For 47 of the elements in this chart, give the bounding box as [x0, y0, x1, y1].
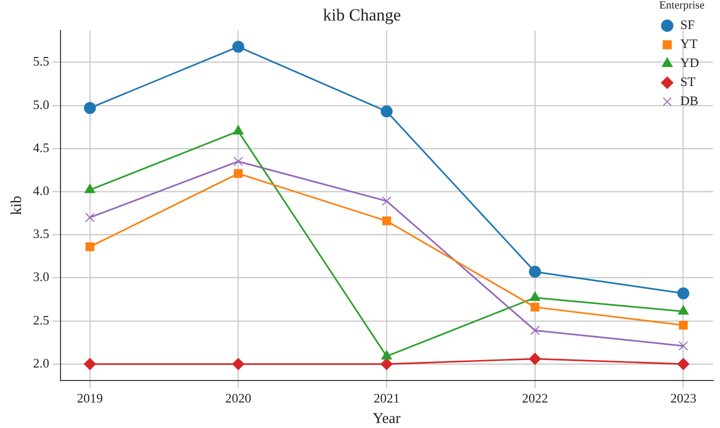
point: [380, 105, 393, 118]
point: [678, 320, 688, 330]
point: [232, 40, 244, 53]
legend-label: SF: [680, 17, 695, 32]
point: [530, 302, 540, 312]
point: [86, 242, 94, 252]
legend-title: Enterprise: [659, 0, 705, 12]
y-tick-label: 3.0: [33, 269, 50, 284]
y-tick-label: 3.5: [33, 226, 50, 242]
y-tick-label: 4.5: [33, 140, 50, 155]
point: [528, 352, 541, 365]
legend-label: YD: [680, 55, 700, 70]
legend-label: ST: [680, 74, 696, 90]
x-tick-label: 2019: [76, 390, 103, 406]
point: [84, 358, 96, 370]
point: [381, 350, 392, 360]
x-tick-label: 2022: [522, 390, 548, 406]
point: [530, 326, 540, 336]
y-tick-label: 5.5: [33, 54, 50, 69]
point: [678, 305, 689, 315]
y-tick-label: 2.0: [33, 355, 50, 370]
point: [233, 125, 244, 135]
point: [382, 196, 392, 206]
point: [232, 358, 244, 370]
x-tick-label: 2020: [225, 390, 252, 406]
point: [382, 216, 392, 226]
point: [234, 156, 244, 166]
point: [85, 212, 95, 222]
point: [380, 358, 393, 370]
point: [84, 184, 96, 194]
x-tick-label: 2023: [670, 390, 696, 406]
y-tick-label: 2.5: [33, 312, 50, 328]
point: [528, 266, 541, 278]
point: [677, 287, 690, 300]
chart-title: kib Change: [323, 6, 401, 25]
x-tick-label: 2021: [374, 390, 400, 406]
point: [84, 102, 96, 114]
point: [677, 358, 690, 370]
legend-label: DB: [680, 93, 699, 108]
y-axis-title: kib: [8, 196, 25, 215]
x-axis-title: Year: [372, 410, 400, 427]
point: [678, 341, 688, 351]
point: [530, 292, 540, 301]
legend-label: YT: [680, 36, 698, 52]
y-tick-label: 4.0: [33, 183, 50, 198]
y-tick-label: 5.0: [33, 96, 50, 112]
point: [234, 169, 243, 178]
